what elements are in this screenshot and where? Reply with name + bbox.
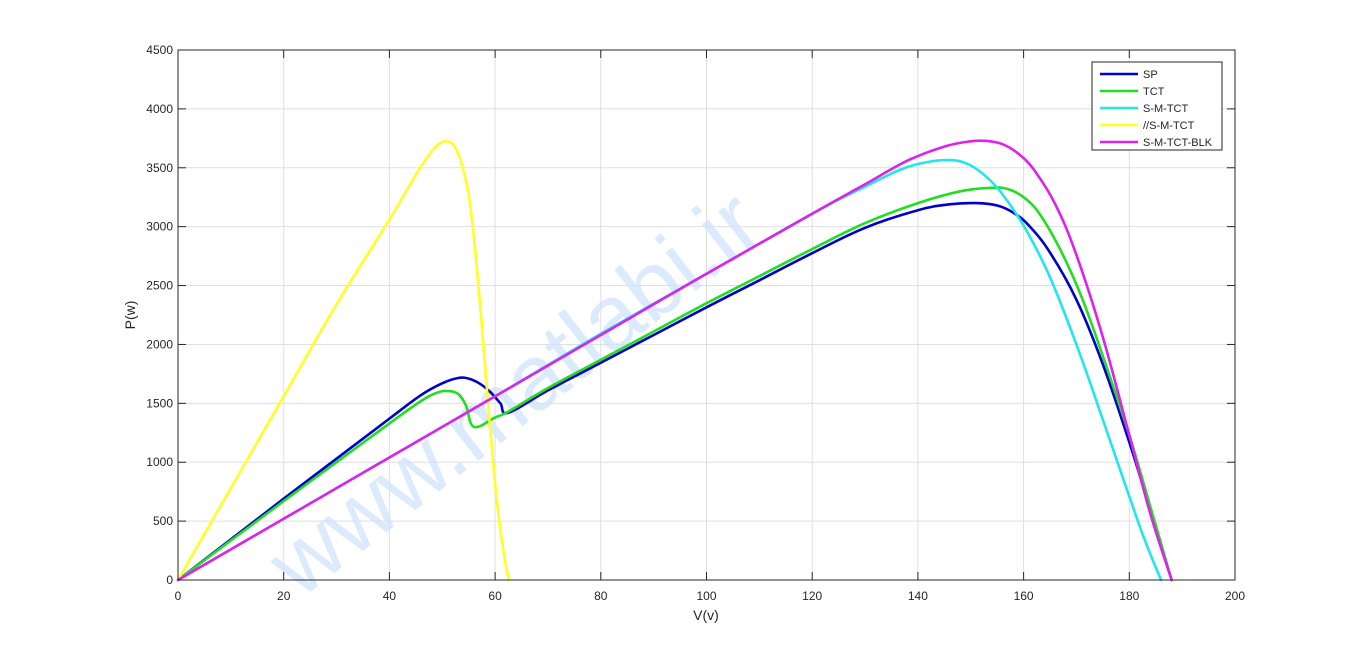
- y-tick-label: 3000: [146, 220, 173, 234]
- y-tick-label: 2500: [146, 279, 173, 293]
- legend-label: S-M-TCT-BLK: [1143, 137, 1213, 149]
- x-tick-label: 0: [175, 589, 182, 603]
- x-tick-label: 140: [908, 589, 928, 603]
- y-tick-label: 3500: [146, 161, 173, 175]
- series-line-sp: [176, 201, 1173, 582]
- legend[interactable]: SP TCT S-M-TCT //S-M-TCT S-M-TCT-BLK: [1091, 61, 1223, 151]
- x-tick-label: 60: [488, 589, 502, 603]
- legend-entries: SP TCT S-M-TCT //S-M-TCT S-M-TCT-BLK: [1100, 69, 1213, 149]
- y-tick-label: 4000: [146, 102, 173, 116]
- x-tick-label: 100: [696, 589, 716, 603]
- x-tick-label: 200: [1225, 589, 1245, 603]
- series-lines: [176, 139, 1173, 582]
- legend-label: //S-M-TCT: [1143, 120, 1195, 132]
- x-tick-label: 180: [1119, 589, 1139, 603]
- y-tick-labels: 0 500 1000 1500 2000 2500 3000 3500 4000 4500: [146, 43, 173, 587]
- legend-label: TCT: [1143, 86, 1165, 98]
- y-axis-label: P(w): [122, 301, 138, 330]
- series-line-tct: [176, 186, 1173, 582]
- y-tick-label: 2000: [146, 337, 173, 351]
- y-tick-label: 0: [166, 573, 173, 587]
- x-tick-label: 160: [1014, 589, 1034, 603]
- axis-ticks: [177, 49, 1236, 581]
- x-tick-label: 40: [383, 589, 397, 603]
- x-tick-label: 120: [802, 589, 822, 603]
- series-line-s-m-tct: [176, 139, 511, 582]
- x-tick-label: 20: [277, 589, 291, 603]
- y-tick-label: 1000: [146, 455, 173, 469]
- y-tick-label: 1500: [146, 396, 173, 410]
- series-line-s-m-tct-blk: [176, 139, 1173, 582]
- y-tick-label: 500: [153, 514, 173, 528]
- x-axis-label: V(v): [693, 607, 719, 623]
- legend-box: [1091, 61, 1223, 151]
- x-tick-label: 80: [594, 589, 608, 603]
- legend-label: S-M-TCT: [1143, 103, 1188, 115]
- y-tick-label: 4500: [146, 43, 173, 57]
- x-tick-labels: 0 20 40 60 80 100 120 140 160 180 200: [175, 589, 1246, 603]
- legend-label: SP: [1143, 69, 1158, 81]
